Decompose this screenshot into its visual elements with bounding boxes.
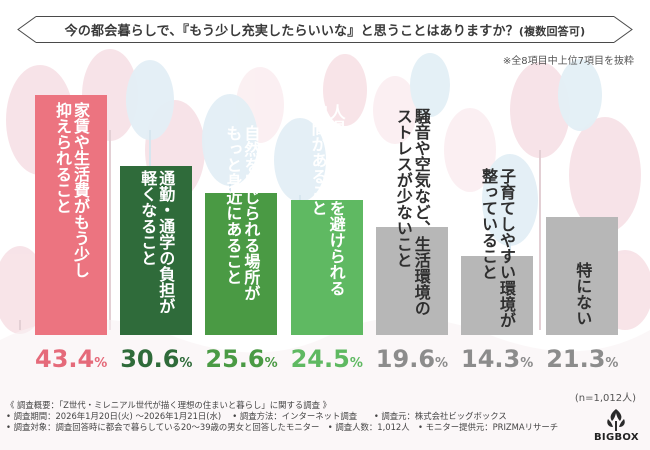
title-top-rule bbox=[36, 16, 614, 17]
bar bbox=[290, 199, 363, 335]
title-right-chevron-icon bbox=[614, 16, 633, 43]
bar bbox=[461, 255, 533, 335]
survey-footer-line: • 調査対象：調査回答時に都会で暮らしている20～39歳の男女と回答したモニター… bbox=[6, 422, 559, 432]
bar-value-number: 14.3 bbox=[461, 345, 521, 373]
bar-category-label: 家賃や生活費がもう少し 抑えられること bbox=[53, 102, 90, 278]
bar-value-label: 14.3% bbox=[461, 345, 533, 378]
bar-value-number: 19.6 bbox=[375, 345, 436, 373]
bar-value-label: 19.6% bbox=[376, 345, 448, 378]
bar-value-number: 43.4 bbox=[35, 345, 95, 373]
sample-size-note: (n=1,012人) bbox=[574, 393, 636, 404]
bar bbox=[205, 193, 278, 335]
survey-footer-line: 《 調査概要：「Z世代・ミレニアル世代が描く理想の住まいと暮らし」に関する調査 … bbox=[6, 400, 332, 410]
bar-category-label: 特にない bbox=[573, 262, 593, 326]
title-left-chevron-icon bbox=[17, 16, 36, 43]
bar-value-unit: % bbox=[94, 356, 108, 371]
bar-value-unit: % bbox=[349, 356, 363, 371]
bigbox-logo-icon bbox=[607, 409, 625, 431]
bar-value-label: 43.4% bbox=[35, 345, 107, 378]
bar-value-number: 25.6 bbox=[205, 345, 265, 373]
bar-value-unit: % bbox=[179, 356, 193, 371]
chart-title: 今の都会暮らしで、『もう少し充実したらいいな』と思うことはありますか？(複数回答… bbox=[14, 20, 636, 39]
title-bottom-rule bbox=[36, 42, 614, 43]
bar-value-unit: % bbox=[435, 356, 449, 371]
chart-title-frame: 今の都会暮らしで、『もう少し充実したらいいな』と思うことはありますか？(複数回答… bbox=[14, 16, 636, 43]
bar-value-number: 21.3 bbox=[546, 345, 606, 373]
bar-category-label: 自然を感じられる場所が もっと身近にあること bbox=[223, 125, 261, 301]
bar-value-number: 30.6 bbox=[120, 345, 180, 373]
bigbox-logo-text: BIGBOX bbox=[594, 432, 639, 443]
bar bbox=[375, 226, 448, 335]
bar bbox=[546, 217, 619, 335]
bigbox-logo: BIGBOX bbox=[594, 405, 639, 445]
bar-value-number: 24.5 bbox=[290, 345, 350, 373]
bar-value-label: 30.6% bbox=[120, 345, 192, 378]
bar bbox=[35, 95, 107, 335]
bar-value-label: 21.3% bbox=[546, 345, 618, 378]
bar-category-label: 子育てしやすい環境が 整っていること bbox=[479, 168, 516, 328]
chart-title-suffix: (複数回答可) bbox=[518, 25, 586, 38]
selection-note: ※全8項目中上位7項目を抜粋 bbox=[502, 56, 634, 67]
bar-category-label: 騒音や空気など、生活環境の ストレスが少ないこと bbox=[393, 108, 431, 316]
bar bbox=[120, 165, 193, 335]
bar-value-label: 24.5% bbox=[291, 345, 363, 378]
bar-category-label: 人混みや混雑を避けられる 空間があること bbox=[308, 104, 346, 296]
bar-category-label: 通勤・通学の負担が 軽くなること bbox=[138, 170, 176, 314]
chart-title-main: 今の都会暮らしで、『もう少し充実したらいいな』と思うことはありますか？ bbox=[64, 24, 519, 39]
survey-footer-line: • 調査期間：2026年1月20日(火) ～2026年1月21日(水) • 調査… bbox=[6, 411, 507, 421]
bar-value-unit: % bbox=[264, 356, 278, 371]
survey-footer: 《 調査概要：「Z世代・ミレニアル世代が描く理想の住まいと暮らし」に関する調査 … bbox=[6, 400, 558, 433]
bar-value-label: 25.6% bbox=[205, 345, 277, 378]
bar-value-unit: % bbox=[520, 356, 534, 371]
bar-value-unit: % bbox=[605, 356, 619, 371]
